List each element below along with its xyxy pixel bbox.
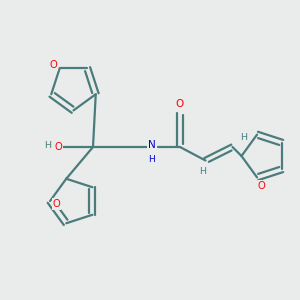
Text: H: H [148, 155, 155, 164]
Text: O: O [258, 181, 266, 191]
Text: O: O [176, 99, 184, 109]
Text: N: N [148, 140, 155, 150]
Text: H: H [240, 133, 247, 142]
Text: H: H [44, 141, 52, 150]
Text: O: O [55, 142, 62, 152]
Text: O: O [49, 60, 57, 70]
Text: H: H [199, 167, 206, 176]
Text: O: O [53, 199, 61, 209]
